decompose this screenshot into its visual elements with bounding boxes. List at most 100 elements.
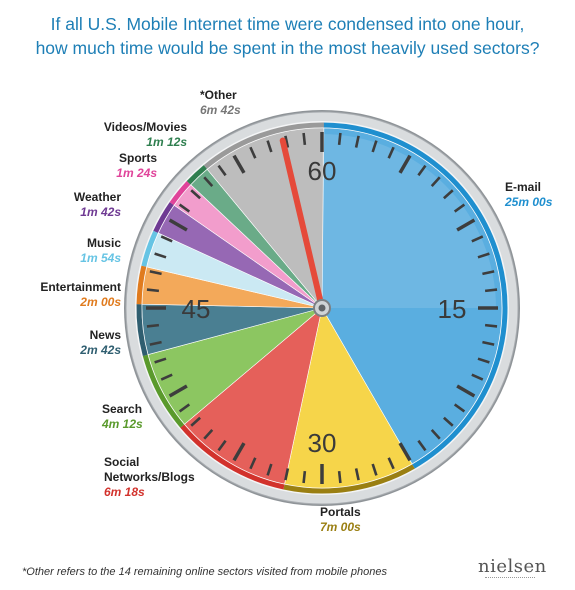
dial-number-60: 60 xyxy=(308,156,337,186)
tick-mark xyxy=(453,203,466,213)
rim-videos-movies xyxy=(186,165,207,185)
label-news: News 2m 42s xyxy=(80,328,121,358)
tick-mark xyxy=(154,252,167,259)
clock-hand xyxy=(279,137,325,311)
slice-name: Portals xyxy=(320,505,361,519)
slice-name: Search xyxy=(102,402,143,416)
slice-time: 1m 12s xyxy=(146,135,187,149)
rim-news xyxy=(136,304,148,357)
tick-mark xyxy=(154,357,167,364)
tick-mark xyxy=(302,470,307,484)
rim-weather xyxy=(153,202,174,233)
tick-mark xyxy=(371,140,378,153)
tick-mark xyxy=(337,470,342,484)
tick-mark xyxy=(284,468,290,481)
tick-mark xyxy=(354,468,360,481)
tick-mark xyxy=(249,457,257,470)
label-social-networks-blogs: Social Networks/Blogs 6m 18s xyxy=(104,455,195,500)
label-e-mail: E-mail 25m 00s xyxy=(505,180,552,210)
tick-mark xyxy=(482,270,495,276)
label-music: Music 1m 54s xyxy=(80,236,121,266)
dial-number-15: 15 xyxy=(438,294,467,324)
tick-mark xyxy=(484,288,498,293)
label--other: *Other 6m 42s xyxy=(200,88,241,118)
tick-mark xyxy=(482,340,495,346)
slice-e-mail xyxy=(321,127,503,465)
chart-title: If all U.S. Mobile Internet time were co… xyxy=(0,12,575,60)
tick-mark xyxy=(203,429,214,440)
tick-mark xyxy=(232,154,246,174)
tick-mark xyxy=(387,146,395,159)
label-videos-movies: Videos/Movies 1m 12s xyxy=(104,120,187,150)
tick-mark xyxy=(443,416,454,427)
tick-mark xyxy=(168,384,188,398)
slice-name: Videos/Movies xyxy=(103,120,187,134)
slice-social-networks-blogs xyxy=(184,307,323,485)
rim-entertainment xyxy=(136,265,147,305)
rim-search xyxy=(142,354,185,428)
nielsen-logo: nielsen xyxy=(478,556,547,577)
tick-mark xyxy=(398,154,412,174)
dial-number-30: 30 xyxy=(308,428,337,458)
tick-mark xyxy=(302,132,307,146)
title-line-2: how much time would be spent in the most… xyxy=(35,38,540,58)
tick-mark xyxy=(484,323,498,328)
tick-mark xyxy=(371,463,378,476)
rim-music xyxy=(141,230,158,267)
title-line-1: If all U.S. Mobile Internet time were co… xyxy=(50,14,525,34)
label-weather: Weather 1m 42s xyxy=(74,190,121,220)
tick-mark xyxy=(160,373,173,381)
dial-number-45: 45 xyxy=(182,294,211,324)
slice-name: Music xyxy=(86,236,121,250)
tick-mark xyxy=(266,140,273,153)
hand-pivot-inner xyxy=(318,304,326,312)
tick-mark xyxy=(354,135,360,148)
tick-mark xyxy=(178,403,191,413)
tick-mark xyxy=(178,203,191,213)
tick-mark xyxy=(232,442,246,462)
slice-portals xyxy=(284,307,413,489)
tick-mark xyxy=(149,270,162,276)
label-sports: Sports 1m 24s xyxy=(116,151,157,181)
slice--other xyxy=(206,127,325,309)
tick-mark xyxy=(203,176,214,187)
slice-time: 2m 42s xyxy=(80,343,121,357)
slice-name: Weather xyxy=(73,190,121,204)
email-sheen xyxy=(322,134,496,308)
tick-mark xyxy=(417,164,427,177)
logo-underline xyxy=(485,577,535,580)
tick-mark xyxy=(430,176,441,187)
tick-mark xyxy=(249,146,257,159)
tick-mark xyxy=(456,384,476,398)
tick-mark xyxy=(217,439,227,452)
tick-mark xyxy=(453,403,466,413)
tick-mark xyxy=(443,189,454,200)
tick-mark xyxy=(471,235,484,243)
label-entertainment: Entertainment 2m 00s xyxy=(40,280,121,310)
slice-name: News xyxy=(89,328,121,342)
rim-portals xyxy=(283,464,415,494)
footnote: *Other refers to the 14 remaining online… xyxy=(22,566,388,578)
tick-mark xyxy=(168,218,188,232)
tick-mark xyxy=(471,373,484,381)
tick-mark xyxy=(337,132,342,146)
slice-time: 1m 24s xyxy=(116,166,157,180)
tick-mark xyxy=(190,416,201,427)
slice-time: 2m 00s xyxy=(80,295,121,309)
tick-mark xyxy=(190,189,201,200)
slice-time: 1m 42s xyxy=(80,205,121,219)
tick-mark xyxy=(417,439,427,452)
tick-mark xyxy=(284,135,290,148)
tick-mark xyxy=(477,357,490,364)
slice-time: 25m 00s xyxy=(505,195,553,209)
tick-mark xyxy=(477,252,490,259)
tick-mark xyxy=(217,164,227,177)
rim-sports xyxy=(169,181,191,206)
tick-mark xyxy=(149,340,162,346)
tick-mark xyxy=(160,235,173,243)
label-portals: Portals 7m 00s xyxy=(320,505,361,535)
slice-time: 7m 00s xyxy=(320,520,361,534)
rim--other xyxy=(203,122,324,169)
slice-time: 4m 12s xyxy=(102,417,143,431)
